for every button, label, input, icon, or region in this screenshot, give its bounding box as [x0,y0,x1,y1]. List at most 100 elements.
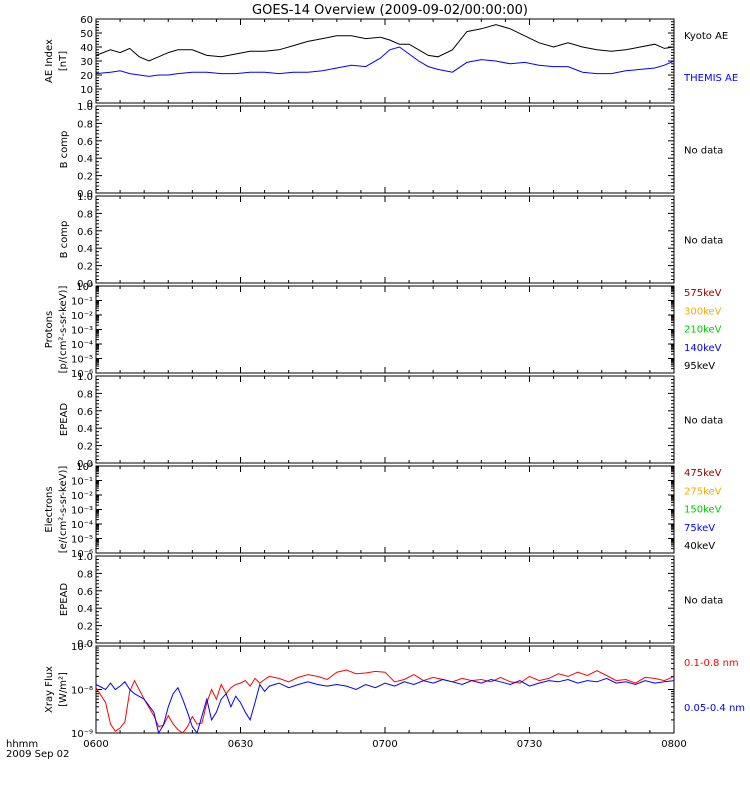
legend-entry: No data [684,146,723,157]
y-tick-label: 0.4 [77,244,93,255]
y-tick-label: 0.2 [77,262,93,273]
y-tick-label: 0.4 [77,154,93,165]
y-tick-label: 0.8 [77,569,93,580]
y-tick-label: 10⁰ [76,462,93,473]
y-axis-label: B comp [59,131,70,169]
y-tick-label: 1.0 [77,102,93,113]
series-line-ae-themis-ae [95,46,675,77]
y-tick-label: 1.0 [77,372,93,383]
panel-protons: 10⁻⁶ 10⁻⁵ 10⁻⁴ 10⁻³ 10⁻² 10⁻¹ 10⁰ Protons [p/(cm… [44,282,722,380]
y-axis-label: EPEAD [59,583,70,617]
x-tick-label: 0730 [517,739,542,750]
y-tick-label: 1.0 [77,552,93,563]
footer-date-label: 2009 Sep 02 [6,749,69,760]
legend-entry: 0.05-0.4 nm [684,703,745,714]
legend-entry: 275keV [684,486,722,497]
y-tick-label: 0.8 [77,209,93,220]
y-tick-label: 0.6 [77,407,93,418]
y-tick-label: 10⁻³ [71,506,93,517]
legend-entry: No data [684,236,723,247]
y-tick-label: 1.0 [77,192,93,203]
y-tick-label: 10⁻⁴ [71,340,93,351]
y-tick-label: 10⁻⁶ [71,369,93,380]
y-tick-label: 10⁻³ [71,326,93,337]
y-tick-label: 10⁻⁴ [71,520,93,531]
y-tick-label: 10⁻¹ [71,297,93,308]
y-axis-label: Protons [44,311,55,348]
y-tick-label: 10⁻⁵ [71,355,93,366]
y-tick-label: 0.4 [77,604,93,615]
y-tick-label: 0.8 [77,389,93,400]
legend-entry: No data [684,596,723,607]
y-axis-label: [p/(cm²-s-sr-keV)] [58,286,69,374]
panel-bcomp2: 0.0 0.2 0.4 0.6 0.8 1.0 B comp No data [59,192,723,290]
legend-entry: 75keV [684,523,715,534]
legend-entry: 40keV [684,541,715,552]
y-tick-label: 10⁻⁹ [71,729,93,740]
y-tick-label: 10⁻⁸ [71,686,93,697]
y-tick-label: 0.0 [77,639,93,650]
y-tick-label: 60 [80,15,93,26]
legend-entry: Kyoto AE [684,31,728,42]
y-axis-label: AE Index [44,39,55,83]
y-tick-label: 10⁻⁷ [71,642,93,653]
x-tick-label: 0630 [228,739,253,750]
x-tick-label: 0600 [83,739,108,750]
y-tick-label: 0.0 [77,279,93,290]
series-line-xray-0-05-0-4-nm [95,677,675,735]
y-tick-label: 0.6 [77,227,93,238]
panel-xray: 10⁻⁹ 10⁻⁸ 10⁻⁷ Xray Flux [W/m²] 0.1-0.8 nm 0.0… [44,642,745,740]
y-tick-label: 40 [80,43,93,54]
y-tick-label: 0.8 [77,119,93,130]
y-axis-label: [nT] [58,51,69,71]
y-axis-label: [W/m²] [58,672,69,707]
y-axis-label: Xray Flux [44,666,55,713]
y-tick-label: 10 [80,85,93,96]
y-tick-label: 0.6 [77,587,93,598]
y-tick-label: 0.0 [77,459,93,470]
legend-entry: 575keV [684,288,722,299]
panel-epead1: 0.0 0.2 0.4 0.6 0.8 1.0 EPEAD No data [59,372,723,470]
panels-layer: 0 10 20 30 40 50 60 AE Index [nT] Kyoto AE THEMIS … [44,15,745,750]
panel-epead2: 0.0 0.2 0.4 0.6 0.8 1.0 EPEAD No data [59,552,723,650]
y-tick-label: 0.0 [77,189,93,200]
y-tick-label: 0.4 [77,424,93,435]
figure-title: GOES-14 Overview (2009-09-02/00:00:00) [252,3,528,18]
y-tick-label: 10⁻⁵ [71,535,93,546]
x-tick-label: 0700 [372,739,397,750]
y-tick-label: 10⁰ [76,282,93,293]
y-axis-label: Electrons [44,486,55,532]
y-tick-label: 0.6 [77,137,93,148]
y-tick-label: 10⁻² [71,311,93,322]
footer-hhmm-label: hhmm [6,739,38,750]
legend-entry: No data [684,416,723,427]
legend-entry: 475keV [684,468,722,479]
y-tick-label: 0.2 [77,172,93,183]
legend-entry: 140keV [684,343,722,354]
y-tick-label: 0 [87,99,93,110]
y-tick-label: 30 [80,57,93,68]
y-tick-label: 10⁻¹ [71,477,93,488]
legend-entry: 150keV [684,505,722,516]
legend-entry: 210keV [684,325,722,336]
x-tick-label: 0800 [661,739,686,750]
series-line-ae-kyoto-ae [95,24,675,62]
panel-bcomp1: 0.0 0.2 0.4 0.6 0.8 1.0 B comp No data [59,102,723,200]
y-axis-label: [e/(cm²-s-sr-keV)] [58,466,69,554]
legend-entry: THEMIS AE [683,73,738,84]
series-line-xray-0-1-0-8-nm [95,669,675,734]
legend-entry: 300keV [684,306,722,317]
y-tick-label: 20 [80,71,93,82]
y-axis-label: B comp [59,221,70,259]
y-tick-label: 10⁻⁶ [71,549,93,560]
legend-entry: 95keV [684,361,715,372]
legend-entry: 0.1-0.8 nm [684,658,739,669]
y-axis-label: EPEAD [59,403,70,437]
y-tick-label: 50 [80,29,93,40]
y-tick-label: 0.2 [77,442,93,453]
y-tick-label: 0.2 [77,622,93,633]
y-tick-label: 10⁻² [71,491,93,502]
